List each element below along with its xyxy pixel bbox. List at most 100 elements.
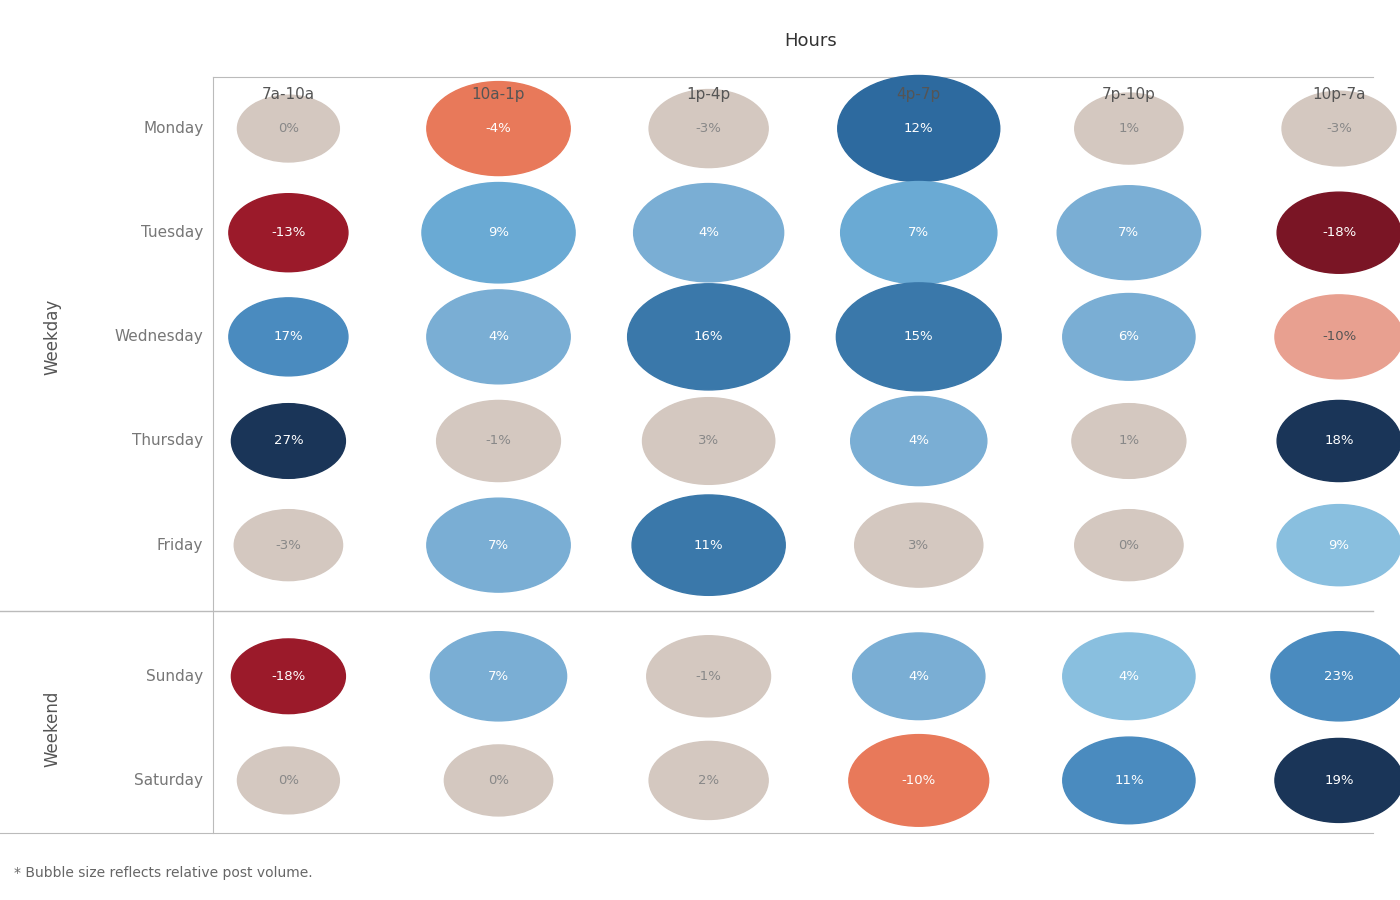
Text: Saturday: Saturday [134,773,203,788]
Circle shape [1063,737,1196,824]
Circle shape [238,747,339,814]
Text: 0%: 0% [1119,538,1140,552]
Text: -3%: -3% [276,538,301,552]
Circle shape [430,632,567,721]
Text: -4%: -4% [486,122,511,135]
Text: Sunday: Sunday [146,669,203,684]
Text: 7a-10a: 7a-10a [262,87,315,102]
Circle shape [631,495,785,595]
Circle shape [228,298,349,376]
Circle shape [1063,293,1196,380]
Text: 23%: 23% [1324,670,1354,683]
Circle shape [650,90,769,167]
Circle shape [836,283,1001,391]
Text: 9%: 9% [489,226,510,239]
Text: 0%: 0% [279,774,300,787]
Text: 7%: 7% [1119,226,1140,239]
Circle shape [1282,91,1396,166]
Circle shape [421,183,575,283]
Text: 11%: 11% [694,538,724,552]
Text: 4%: 4% [909,670,930,683]
Circle shape [1277,400,1400,482]
Text: 27%: 27% [273,435,304,447]
Circle shape [647,635,770,716]
Circle shape [427,82,570,176]
Text: 10p-7a: 10p-7a [1312,87,1366,102]
Circle shape [1072,404,1186,478]
Text: -3%: -3% [1326,122,1352,135]
Text: -18%: -18% [272,670,305,683]
Text: -10%: -10% [1322,330,1357,344]
Text: 1%: 1% [1119,435,1140,447]
Text: Tuesday: Tuesday [141,225,203,240]
Circle shape [444,745,553,816]
Text: -13%: -13% [272,226,305,239]
Text: 7%: 7% [489,538,510,552]
Text: -1%: -1% [696,670,721,683]
Circle shape [1277,193,1400,274]
Circle shape [837,76,1000,182]
Circle shape [634,184,784,282]
Circle shape [854,503,983,587]
Text: -18%: -18% [1322,226,1357,239]
Text: 3%: 3% [699,435,720,447]
Text: 7%: 7% [489,670,510,683]
Text: Hours: Hours [784,32,837,50]
Text: 0%: 0% [489,774,510,787]
Text: Weekday: Weekday [43,299,62,375]
Circle shape [1275,738,1400,823]
Text: 7%: 7% [909,226,930,239]
Text: Thursday: Thursday [132,434,203,448]
Text: Monday: Monday [143,122,203,136]
Circle shape [427,499,570,592]
Circle shape [650,742,769,819]
Text: 4%: 4% [909,435,930,447]
Circle shape [228,194,349,272]
Circle shape [840,182,997,284]
Circle shape [1075,509,1183,580]
Circle shape [627,284,790,390]
Text: -10%: -10% [902,774,935,787]
Text: Friday: Friday [157,537,203,553]
Text: 1p-4p: 1p-4p [686,87,731,102]
Circle shape [1057,185,1201,280]
Circle shape [231,639,346,714]
Text: 18%: 18% [1324,435,1354,447]
Circle shape [238,95,339,162]
Text: Weekend: Weekend [43,690,62,767]
Text: Wednesday: Wednesday [115,329,203,345]
Circle shape [851,396,987,486]
Circle shape [848,734,988,826]
Circle shape [1075,93,1183,164]
Circle shape [643,398,774,484]
Circle shape [1275,295,1400,379]
Text: 9%: 9% [1329,538,1350,552]
Text: 11%: 11% [1114,774,1144,787]
Text: 17%: 17% [273,330,304,344]
Circle shape [1271,632,1400,721]
Text: 6%: 6% [1119,330,1140,344]
Text: -1%: -1% [486,435,511,447]
Circle shape [853,633,984,720]
Text: * Bubble size reflects relative post volume.: * Bubble size reflects relative post vol… [14,866,312,880]
Circle shape [1063,633,1196,720]
Text: 4p-7p: 4p-7p [896,87,941,102]
Text: 0%: 0% [279,122,300,135]
Text: -3%: -3% [696,122,721,135]
Circle shape [234,509,343,580]
Circle shape [1277,505,1400,586]
Text: 4%: 4% [489,330,510,344]
Text: 1%: 1% [1119,122,1140,135]
Text: 4%: 4% [1119,670,1140,683]
Circle shape [437,400,560,482]
Circle shape [427,290,570,383]
Text: 3%: 3% [909,538,930,552]
Text: 7p-10p: 7p-10p [1102,87,1156,102]
Circle shape [231,404,346,478]
Text: 15%: 15% [904,330,934,344]
Text: 2%: 2% [699,774,720,787]
Text: 10a-1p: 10a-1p [472,87,525,102]
Text: 16%: 16% [694,330,724,344]
Text: 4%: 4% [699,226,720,239]
Text: 19%: 19% [1324,774,1354,787]
